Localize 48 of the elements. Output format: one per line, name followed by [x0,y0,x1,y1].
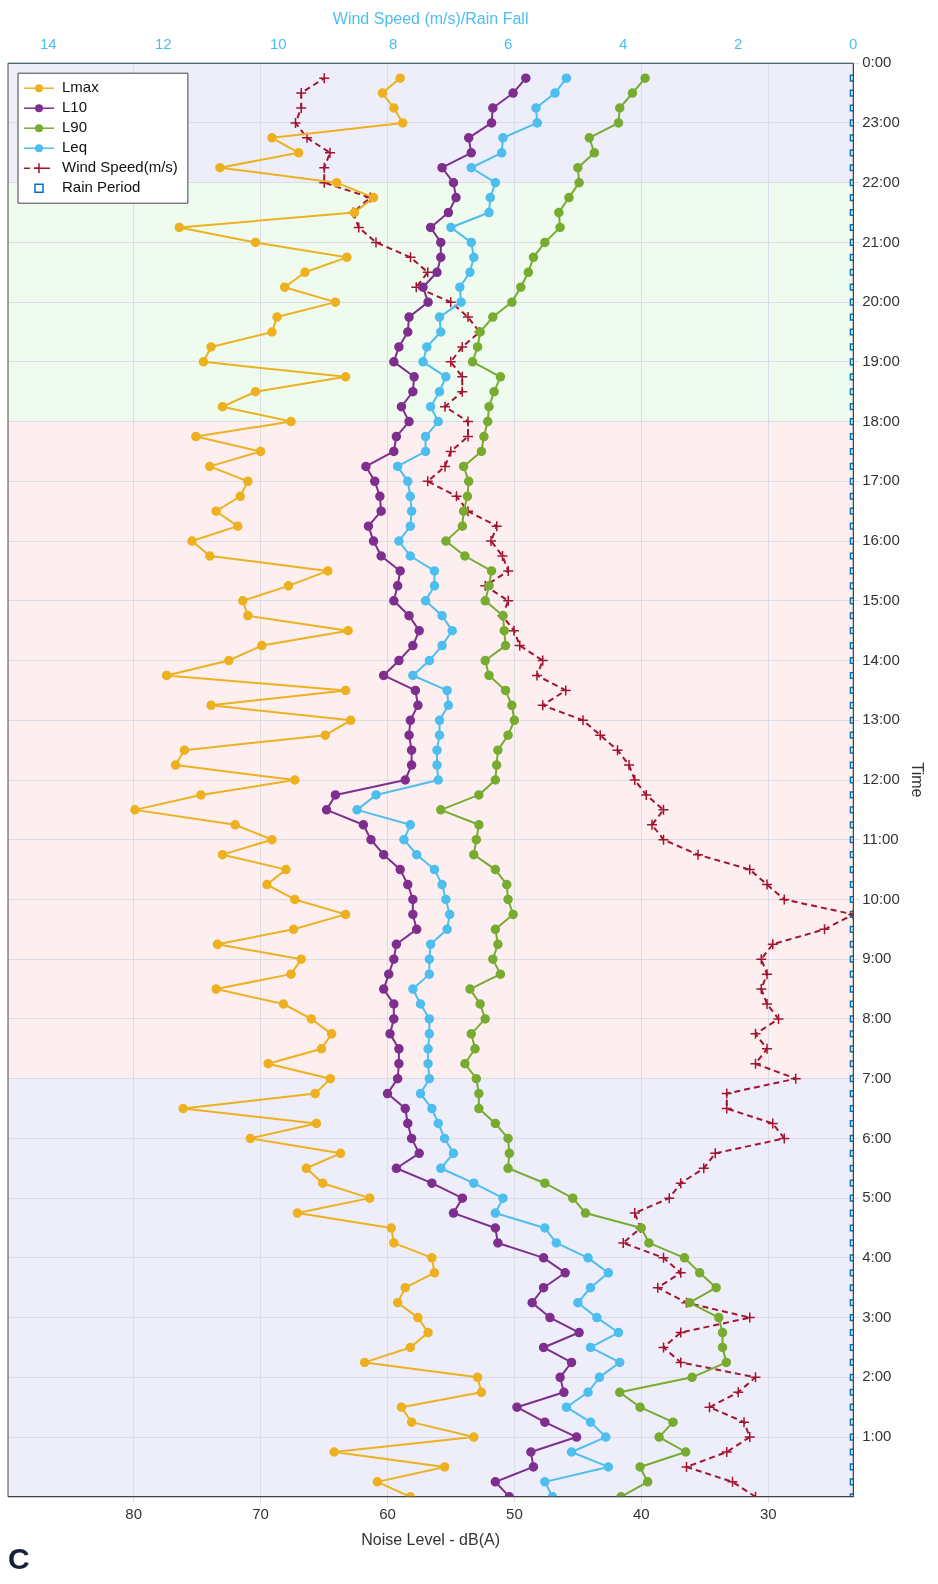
y-tick-label: 3:00 [862,1307,892,1325]
y-axis-title: Time [908,762,926,798]
x2-axis-title: Wind Speed (m/s)/Rain Fall [332,10,529,28]
x2-tick-label: 14 [39,35,57,53]
y-tick-label: 16:00 [862,531,900,549]
y-tick-label: 22:00 [862,172,900,190]
y-tick-label: 23:00 [862,113,900,131]
y-tick-label: 7:00 [862,1068,892,1086]
x-tick-label: 70 [252,1504,269,1522]
legend-label: Leq [62,138,88,156]
y-tick-label: 6:00 [862,1128,892,1146]
y-tick-label: 15:00 [862,590,900,608]
y-tick-label: 21:00 [862,232,900,250]
legend-label: L10 [62,98,88,116]
x-tick-label: 40 [632,1504,650,1522]
x2-tick-label: 4 [619,35,628,53]
legend-label: Rain Period [62,178,141,196]
x-tick-label: 50 [506,1504,523,1522]
x2-tick-label: 2 [734,35,743,53]
legend-label: L90 [62,118,88,136]
x-tick-label: 30 [759,1504,777,1522]
x2-tick-label: 0 [849,35,858,53]
y-tick-label: 11:00 [862,829,899,847]
x2-tick-label: 8 [389,35,398,53]
y-tick-label: 2:00 [862,1367,892,1385]
x-tick-label: 60 [379,1504,396,1522]
x2-tick-label: 12 [154,35,172,53]
x2-tick-label: 10 [269,35,287,53]
y-tick-label: 0:00 [862,53,892,71]
y-tick-label: 5:00 [862,1188,892,1206]
y-tick-label: 14:00 [862,650,900,668]
x2-tick-label: 6 [504,35,513,53]
y-tick-label: 12:00 [862,770,900,788]
x-tick-label: 80 [125,1504,142,1522]
y-tick-label: 9:00 [862,949,892,967]
y-tick-label: 18:00 [862,411,900,429]
y-tick-label: 19:00 [862,352,900,370]
y-tick-label: 17:00 [862,471,900,489]
legend-label: Lmax [62,78,100,96]
y-tick-label: 10:00 [862,889,900,907]
y-tick-label: 8:00 [862,1009,892,1027]
y-tick-label: 20:00 [862,292,900,310]
y-tick-label: 4:00 [862,1248,892,1266]
y-tick-label: 13:00 [862,710,900,728]
text: C [8,1542,30,1576]
y-tick-label: 1:00 [862,1427,892,1445]
x-axis-title: Noise Level - dB(A) [361,1530,500,1548]
legend-label: Wind Speed(m/s) [62,158,178,176]
